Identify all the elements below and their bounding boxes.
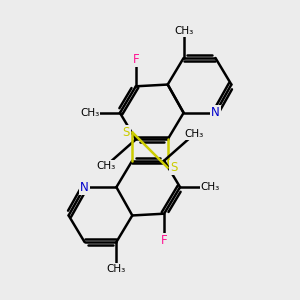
- Text: F: F: [133, 53, 139, 66]
- Text: S: S: [122, 126, 130, 139]
- Text: CH₃: CH₃: [107, 263, 126, 274]
- Text: S: S: [170, 161, 178, 174]
- Text: CH₃: CH₃: [200, 182, 220, 192]
- Text: CH₃: CH₃: [184, 129, 204, 139]
- Text: N: N: [80, 181, 89, 194]
- Text: CH₃: CH₃: [174, 26, 193, 37]
- Text: CH₃: CH₃: [80, 108, 100, 118]
- Text: F: F: [161, 234, 167, 247]
- Text: CH₃: CH₃: [96, 161, 116, 171]
- Text: N: N: [211, 106, 220, 119]
